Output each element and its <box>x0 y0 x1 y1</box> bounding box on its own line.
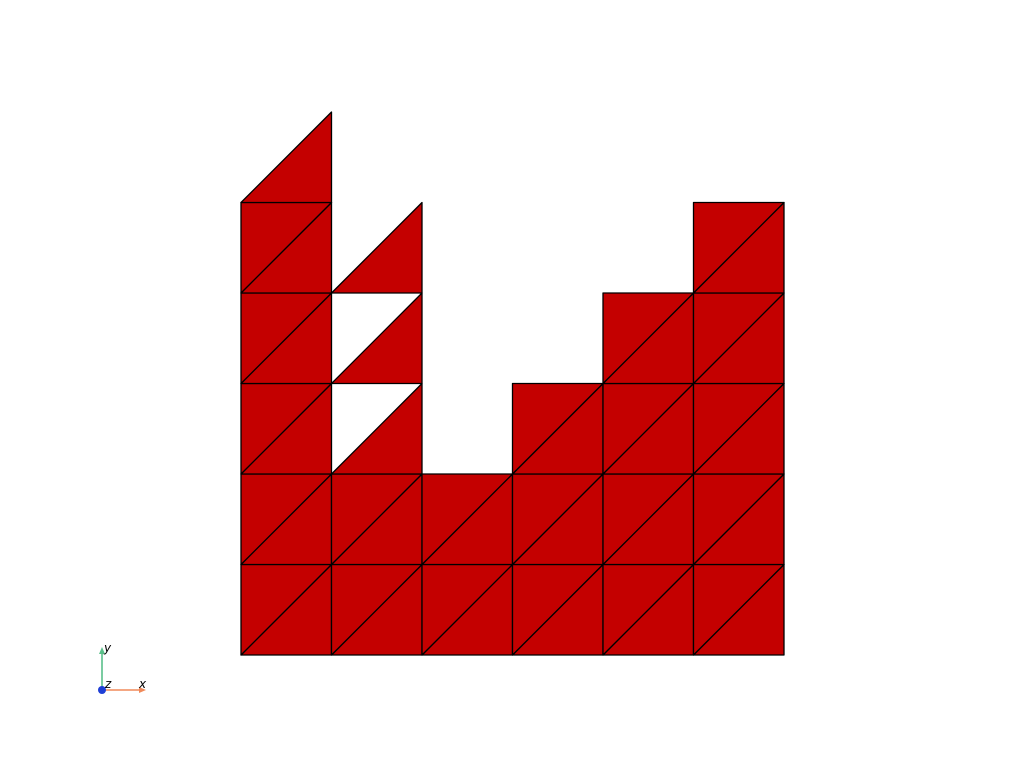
x-axis-label: x <box>138 677 147 691</box>
mesh-triangle <box>421 473 514 566</box>
mesh-triangle <box>330 382 423 475</box>
mesh-triangle <box>330 292 423 385</box>
mesh-triangle <box>602 292 695 385</box>
mesh-triangle <box>511 382 604 475</box>
z-axis-label: z <box>104 677 112 691</box>
mesh-triangle <box>330 201 423 294</box>
orientation-axes-triad: x y z <box>98 641 147 694</box>
mesh-triangle <box>240 111 333 204</box>
y-axis-label: y <box>103 641 112 655</box>
x-axis-arrowhead <box>139 687 146 693</box>
triangle-mesh <box>240 111 785 656</box>
z-axis-marker <box>98 686 106 694</box>
mesh-triangle <box>692 201 785 294</box>
y-axis-arrowhead <box>99 647 105 654</box>
